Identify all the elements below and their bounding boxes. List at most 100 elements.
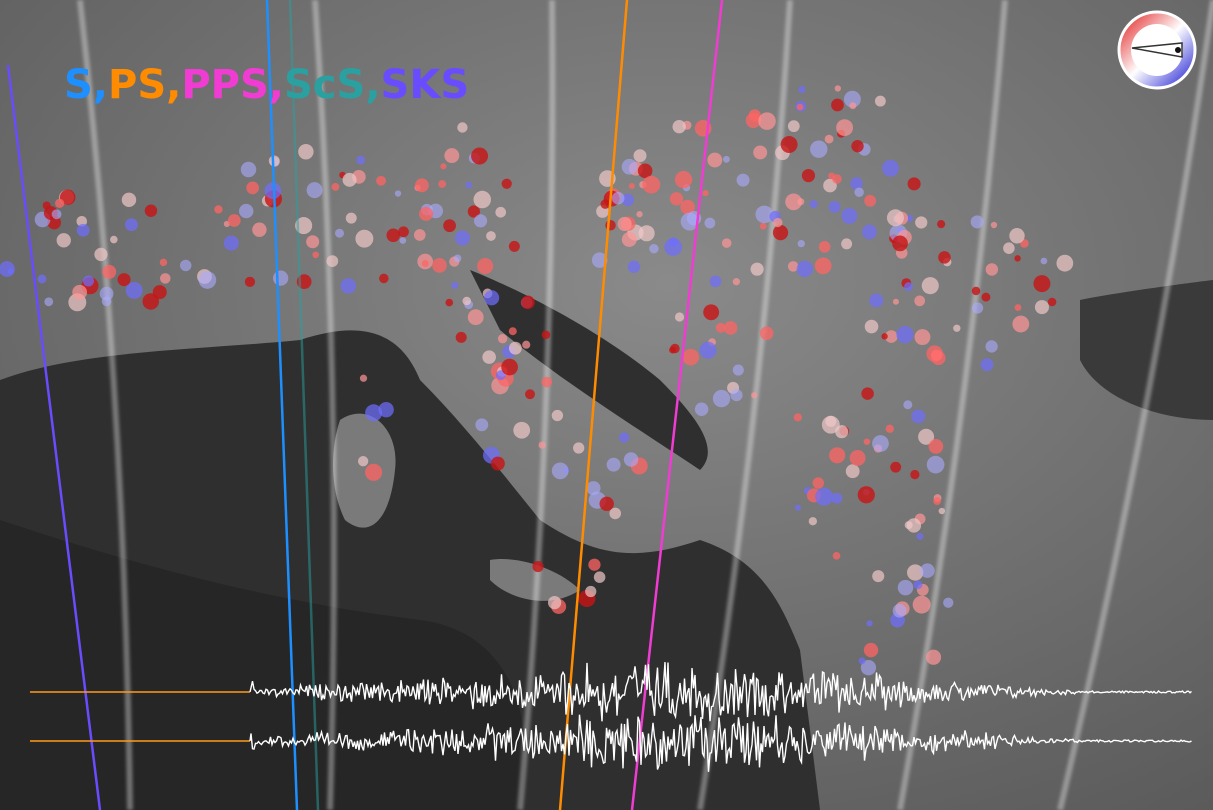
station — [102, 265, 116, 279]
station — [471, 148, 488, 165]
station — [846, 464, 860, 478]
station — [102, 296, 112, 306]
station — [153, 285, 167, 299]
station — [797, 104, 804, 111]
station — [794, 413, 802, 421]
station — [802, 169, 815, 182]
station — [773, 225, 788, 240]
station — [933, 497, 941, 505]
station — [642, 176, 660, 194]
station — [832, 174, 842, 184]
station — [360, 375, 367, 382]
station — [675, 171, 692, 188]
station — [864, 438, 871, 445]
station — [864, 195, 876, 207]
station — [699, 342, 716, 359]
station — [395, 190, 401, 196]
station — [673, 120, 686, 133]
station — [822, 416, 840, 434]
station — [477, 258, 493, 274]
station — [972, 287, 981, 296]
station — [982, 293, 991, 302]
station — [926, 650, 941, 665]
station — [636, 211, 642, 217]
station — [486, 231, 496, 241]
phase-label: PS, — [108, 62, 181, 108]
station — [55, 199, 64, 208]
station — [664, 238, 682, 256]
station — [926, 345, 943, 362]
station — [72, 285, 87, 300]
station — [904, 282, 913, 291]
station — [326, 255, 338, 267]
station — [440, 163, 446, 169]
station — [552, 410, 563, 421]
station — [913, 596, 931, 614]
station — [865, 320, 879, 334]
station — [733, 365, 744, 376]
station — [829, 447, 845, 463]
phase-legend: S,PS,PPS,ScS,SKS — [64, 62, 469, 108]
station — [810, 200, 818, 208]
station — [57, 233, 71, 247]
station — [365, 464, 382, 481]
station — [903, 400, 912, 409]
station — [1056, 255, 1073, 272]
station — [861, 387, 874, 400]
station — [612, 192, 625, 205]
station — [629, 183, 635, 189]
station — [896, 326, 913, 343]
station — [451, 282, 458, 289]
station — [77, 224, 90, 237]
station — [335, 229, 344, 238]
station — [438, 180, 446, 188]
station — [355, 230, 373, 248]
station — [521, 296, 535, 310]
station — [306, 235, 319, 248]
station — [710, 276, 722, 288]
station — [910, 470, 919, 479]
station — [387, 229, 401, 243]
station — [862, 225, 877, 240]
station — [379, 274, 389, 284]
station — [916, 533, 923, 540]
station — [753, 145, 767, 159]
station — [118, 273, 131, 286]
station — [813, 477, 824, 488]
station — [312, 251, 319, 258]
station — [788, 120, 800, 132]
station — [920, 563, 935, 578]
station — [849, 102, 856, 109]
station — [943, 598, 953, 608]
compass — [1119, 12, 1195, 88]
station — [722, 238, 732, 248]
station — [456, 332, 467, 343]
phase-label: ScS, — [284, 62, 381, 108]
station — [864, 643, 878, 657]
station — [866, 620, 872, 626]
station — [122, 193, 136, 207]
station — [376, 176, 386, 186]
station — [833, 552, 841, 560]
station — [915, 216, 927, 228]
station — [795, 505, 801, 511]
station — [482, 350, 496, 364]
station — [495, 207, 506, 218]
map: S,PS,PPS,ScS,SKS — [0, 0, 1213, 810]
station — [882, 160, 899, 177]
station — [445, 299, 453, 307]
station — [851, 140, 863, 152]
station — [831, 99, 844, 112]
station — [798, 240, 805, 247]
station — [1015, 304, 1022, 311]
map-view: S,PS,PPS,ScS,SKS — [0, 0, 1213, 810]
station — [422, 260, 429, 267]
station — [463, 297, 471, 305]
station — [773, 218, 782, 227]
phase-label: SKS — [381, 62, 470, 108]
station — [241, 162, 256, 177]
station — [622, 159, 638, 175]
station — [858, 486, 875, 503]
station — [228, 214, 241, 227]
station — [915, 329, 931, 345]
